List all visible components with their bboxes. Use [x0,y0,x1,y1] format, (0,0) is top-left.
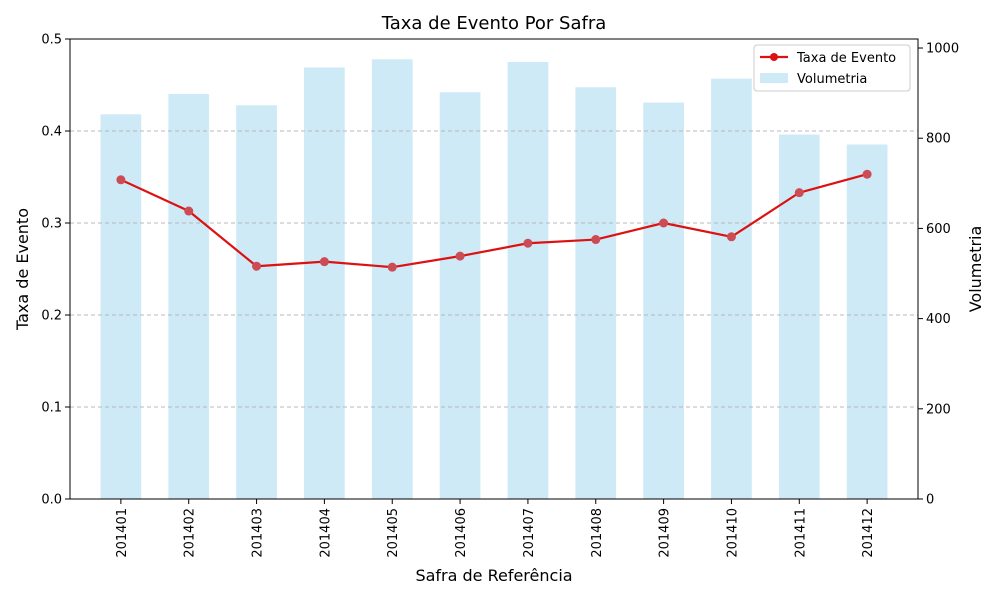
taxa-de-evento-point [523,238,533,248]
x-tick-label: 201401 [115,508,130,558]
x-tick-label: 201406 [454,508,469,558]
y-right-tick-label: 1000 [926,42,959,57]
axes-layer: 0.0 0.1 0.2 0.3 0.4 0.5 0 200 400 600 800 1000 20140… [41,33,959,558]
bars-layer [100,59,888,500]
x-tick-label: 201407 [522,508,537,558]
x-tick-label: 201409 [658,508,673,558]
y-axis-label-left: Taxa de Evento [13,208,32,331]
taxa-de-evento-point [726,232,736,242]
y-right-tick-label: 800 [926,132,951,147]
taxa-de-evento-point [659,218,669,228]
y-left-tick-label: 0.1 [41,401,62,416]
taxa-de-evento-point [794,188,804,198]
y-right-tick-label: 200 [926,402,951,417]
y-right-tick-label: 600 [926,222,951,237]
taxa-de-evento-point [252,261,262,271]
grid-layer [70,130,918,408]
x-tick-label: 201405 [386,508,401,558]
x-tick-label: 201403 [251,508,266,558]
taxa-de-evento-point [319,257,329,267]
y-left-tick-label: 0.0 [41,493,62,508]
legend-box [753,44,911,92]
line-layer [116,169,872,272]
legend-bar-swatch [760,73,788,83]
volumetria-bar [711,78,752,499]
taxa-de-evento-point [591,235,601,245]
volumetria-bar [507,62,549,499]
legend-line-marker [770,53,778,61]
taxa-de-evento-point [116,175,126,185]
taxa-de-evento-point [455,251,465,261]
legend-label-taxa: Taxa de Evento [796,51,896,66]
x-tick-label: 201412 [861,508,876,558]
y-left-tick-label: 0.2 [41,309,62,324]
legend-label-volumetria: Volumetria [797,72,867,87]
x-tick-label: 201411 [793,508,808,558]
x-tick-label: 201408 [590,508,605,558]
x-tick-label: 201402 [183,508,198,558]
volumetria-bar [439,92,481,499]
y-left-tick-label: 0.5 [41,33,62,48]
taxa-de-evento-point [387,262,397,272]
legend: Taxa de Evento Volumetria [753,44,911,92]
y-right-tick-label: 400 [926,312,951,327]
volumetria-bar [100,114,142,500]
taxa-de-evento-line [120,173,868,269]
x-tick-label: 201410 [725,508,740,558]
plot-frame [69,38,919,500]
volumetria-bar [236,105,277,499]
x-tick-label: 201404 [318,508,333,558]
volumetria-bar [846,144,888,499]
volumetria-bar [575,87,617,499]
y-right-tick-label: 0 [926,493,934,508]
y-left-tick-label: 0.3 [41,217,62,232]
volumetria-bar [168,94,210,500]
volumetria-bar [371,59,413,499]
volumetria-bar [643,102,684,500]
taxa-de-evento-point [184,206,194,216]
x-axis-label: Safra de Referência [415,566,572,585]
y-left-tick-label: 0.4 [41,125,62,140]
y-axis-label-right: Volumetria [966,226,985,313]
volumetria-bar [304,67,345,499]
taxa-de-evento-point [862,169,872,179]
chart-title: Taxa de Evento Por Safra [381,13,607,34]
